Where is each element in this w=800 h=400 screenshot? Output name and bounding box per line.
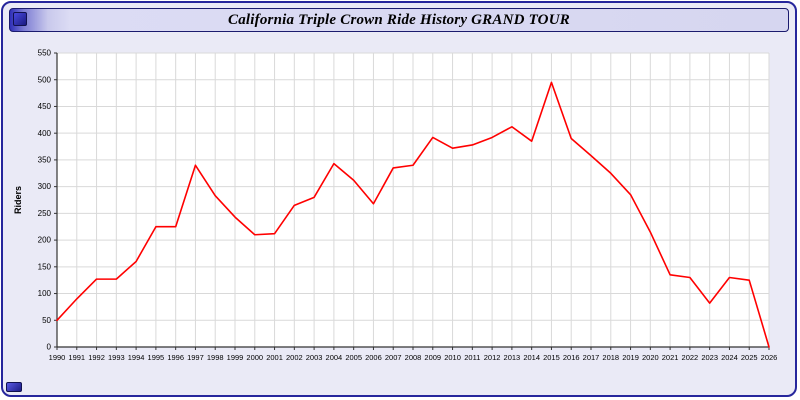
x-tick-label: 2001: [266, 353, 283, 362]
window-title: California Triple Crown Ride History GRA…: [228, 11, 570, 28]
y-tick-label: 300: [38, 182, 52, 191]
x-tick-label: 2021: [662, 353, 679, 362]
x-tick-label: 2015: [543, 353, 560, 362]
x-tick-label: 2000: [246, 353, 263, 362]
x-tick-label: 2006: [365, 353, 382, 362]
x-tick-label: 2023: [701, 353, 718, 362]
x-tick-label: 1996: [167, 353, 184, 362]
x-tick-label: 2022: [682, 353, 699, 362]
y-tick-label: 350: [38, 156, 52, 165]
x-tick-label: 2011: [464, 353, 480, 362]
x-tick-label: 1994: [128, 353, 145, 362]
x-tick-label: 2016: [563, 353, 580, 362]
x-tick-label: 2014: [523, 353, 540, 362]
x-tick-label: 1993: [108, 353, 125, 362]
data-line-riders: [56, 81, 770, 348]
x-tick-label: 1999: [227, 353, 244, 362]
x-tick-label: 1997: [187, 353, 204, 362]
resize-corner-icon: [6, 382, 22, 392]
x-tick-label: 2009: [424, 353, 441, 362]
x-tick-label: 2005: [345, 353, 362, 362]
x-tick-label: 2019: [622, 353, 639, 362]
window-icon: [13, 12, 27, 26]
x-tick-label: 1990: [49, 353, 66, 362]
x-tick-label: 1992: [88, 353, 105, 362]
x-tick-label: 1998: [207, 353, 224, 362]
x-tick-label: 2024: [721, 353, 738, 362]
y-tick-label: 400: [38, 129, 52, 138]
y-tick-label: 550: [38, 49, 52, 58]
x-tick-label: 2018: [602, 353, 619, 362]
y-axis-label: Riders: [13, 186, 23, 214]
x-tick-label: 2003: [306, 353, 323, 362]
y-tick-label: 250: [38, 209, 52, 218]
x-tick-label: 1991: [68, 353, 85, 362]
x-tick-label: 2017: [583, 353, 600, 362]
x-tick-label: 2012: [484, 353, 501, 362]
x-tick-label: 2002: [286, 353, 303, 362]
x-tick-label: 2008: [405, 353, 422, 362]
y-tick-label: 150: [38, 262, 52, 271]
chart-container: 0 50 100 150 200 250 300 350 400 450 500 550 1990 199…: [9, 41, 793, 391]
y-tick-label: 100: [38, 289, 52, 298]
title-bar: California Triple Crown Ride History GRA…: [9, 8, 789, 32]
x-tick-label: 1995: [148, 353, 165, 362]
x-tick-label: 2025: [741, 353, 758, 362]
x-tick-label: 2004: [326, 353, 343, 362]
y-tick-label: 500: [38, 75, 52, 84]
y-tick-label: 50: [42, 316, 51, 325]
x-tick-label: 2013: [504, 353, 521, 362]
x-tick-label: 2007: [385, 353, 402, 362]
y-tick-label: 200: [38, 236, 52, 245]
y-tick-label: 0: [47, 343, 52, 352]
y-tick-label: 450: [38, 102, 52, 111]
x-tick-label: 2026: [761, 353, 778, 362]
x-tick-label: 2010: [444, 353, 461, 362]
x-tick-label: 2020: [642, 353, 659, 362]
